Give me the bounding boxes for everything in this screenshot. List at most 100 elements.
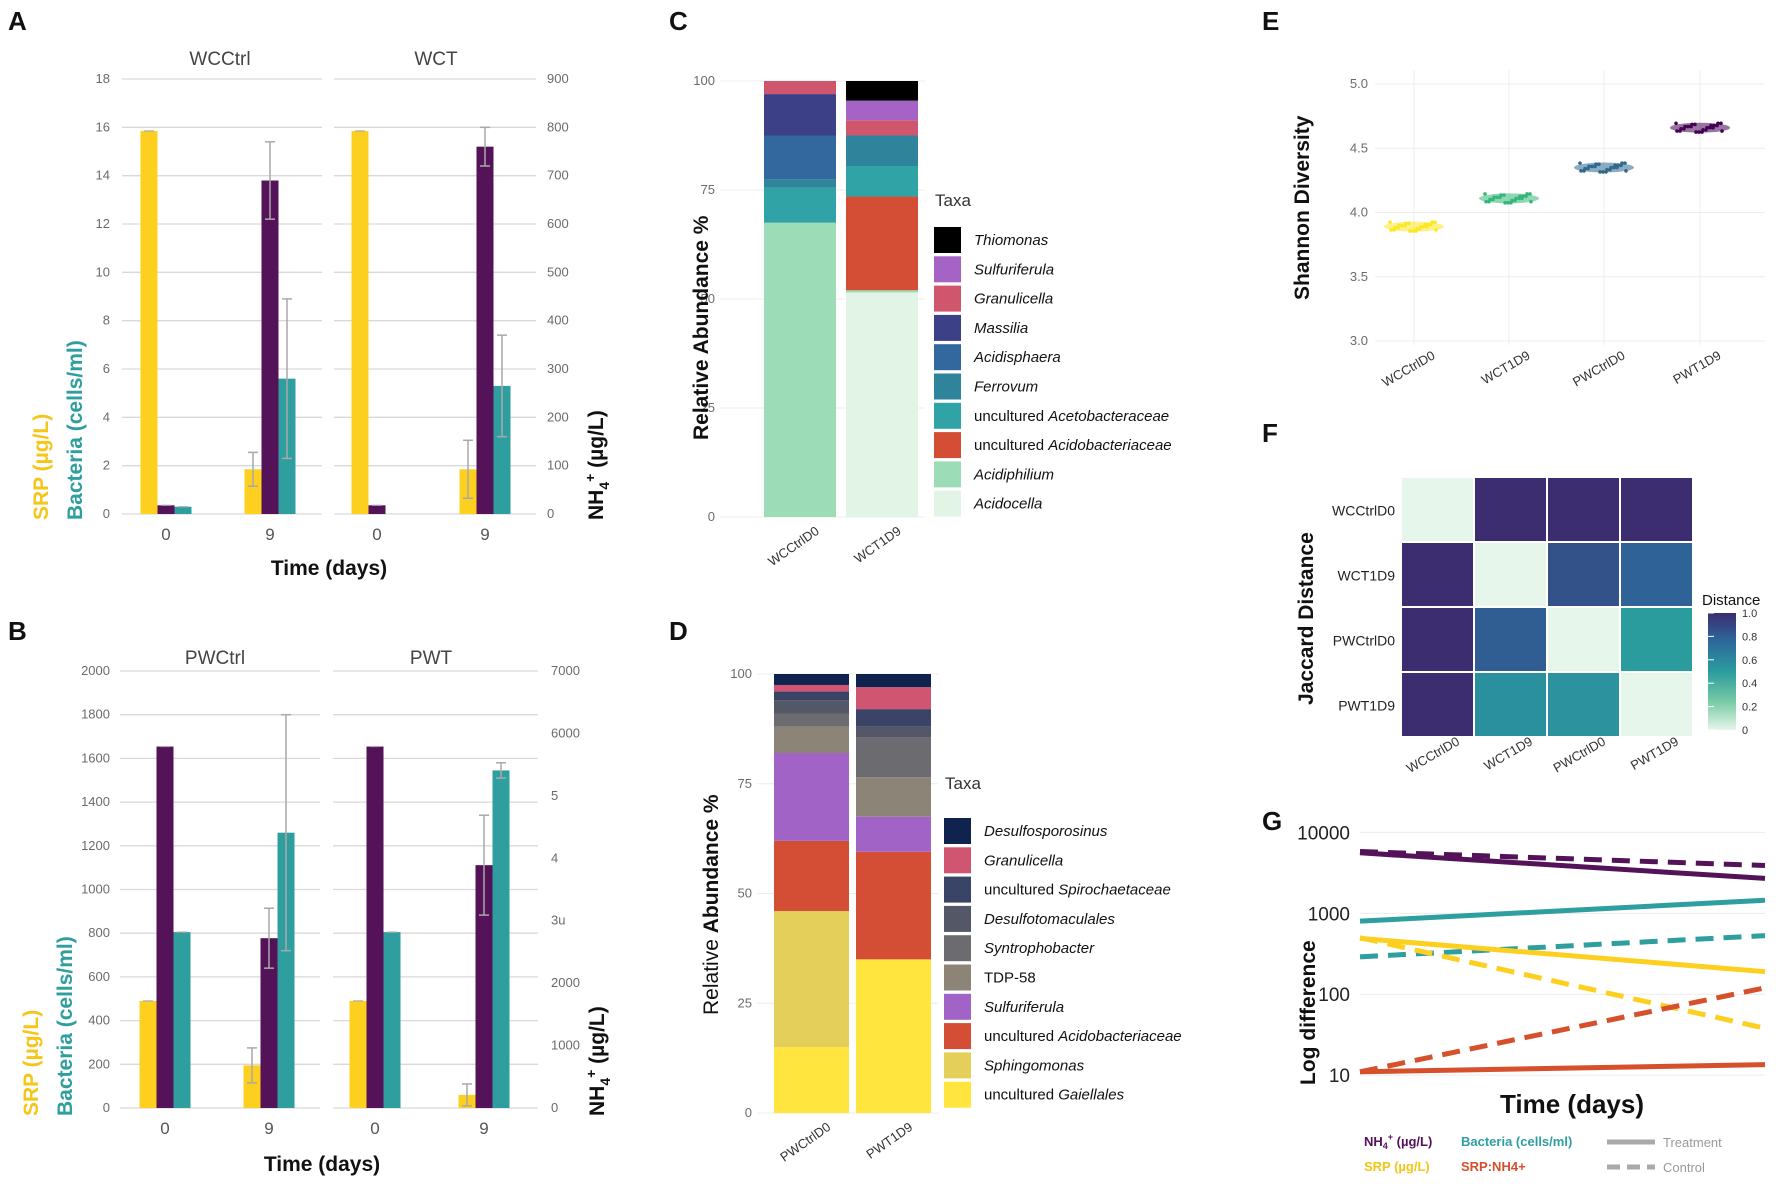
x-tick: 0 <box>160 1119 169 1138</box>
y-tick-right: 700 <box>547 168 569 183</box>
y-tick-right: 0 <box>547 506 554 521</box>
x-tick: WCCtrlD0 <box>1379 348 1437 390</box>
legend-label: Granulicella <box>974 291 1053 308</box>
y-tick-right: 200 <box>547 409 569 424</box>
colorbar-tick-label: 1.0 <box>1742 608 1757 620</box>
stack-segment-granulicella-wct1d9 <box>846 120 918 136</box>
stack-segment-acidiphilium-wct1d9 <box>846 290 918 293</box>
heatmap-cell-pwctrld0-pwctrld0 <box>1548 608 1619 671</box>
point-wcctrld0 <box>1393 225 1397 230</box>
x-tick: WCT1D9 <box>1479 348 1533 388</box>
point-pwctrld0 <box>1605 167 1609 172</box>
panel-label-d: D <box>669 616 688 646</box>
panel-f-y-title: Jaccard Distance <box>1295 532 1318 705</box>
bar-srp-pwctrl-day9 <box>243 1065 261 1108</box>
legend-label: Massilia <box>974 320 1028 337</box>
point-wcctrld0 <box>1408 229 1412 233</box>
point-wct1d9 <box>1529 199 1533 204</box>
legend-swatch <box>934 402 961 429</box>
y-tick-left: 1000 <box>81 882 110 897</box>
legend-bacteria: Bacteria (cells/ml) <box>1461 1134 1572 1149</box>
y-tick-left: 200 <box>88 1056 110 1071</box>
heatmap-cell-pwt1d9-wct1d9 <box>1475 673 1546 736</box>
y-tick-left: 10 <box>96 264 110 279</box>
legend-swatch <box>944 1023 971 1050</box>
y-tick: 100 <box>730 666 752 681</box>
colorbar-tick-label: 0 <box>1742 725 1748 737</box>
legend-swatch <box>934 490 961 517</box>
y-tick-left: 12 <box>96 216 110 231</box>
bar-nh4-wct-day9 <box>476 146 494 514</box>
facet-title-wcctrl: WCCtrl <box>189 49 250 70</box>
heatmap-cell-pwctrld0-wcctrld0 <box>1402 608 1473 671</box>
point-pwctrld0 <box>1590 164 1594 169</box>
bar-nh4-pwt-day9 <box>475 865 493 1108</box>
legend-nh4: NH4+ (µg/L) <box>1364 1132 1432 1151</box>
colorbar-tick-label: 0.8 <box>1742 631 1757 643</box>
stack-segment-tdp-58-pwctrld0 <box>774 726 849 754</box>
point-pwctrld0 <box>1601 170 1605 174</box>
x-tick: 9 <box>479 1119 488 1138</box>
heatmap-cell-pwctrld0-wct1d9 <box>1475 608 1546 671</box>
panel-label-b: B <box>8 616 27 646</box>
y-tick-left: 16 <box>96 119 110 134</box>
panel-c-legend-title: Taxa <box>935 191 971 210</box>
legend-treatment: Treatment <box>1663 1135 1722 1150</box>
x-tick: WCT1D9 <box>1481 734 1535 774</box>
point-wcctrld0 <box>1419 224 1423 229</box>
point-pwt1d9 <box>1705 125 1709 130</box>
legend-swatch <box>944 964 971 991</box>
y-tick-right: 3u <box>551 913 565 928</box>
point-pwt1d9 <box>1697 130 1701 134</box>
panel-b-bars <box>139 713 510 1108</box>
stack-segment-uncultured-spirochaetaceae-pwctrld0 <box>774 691 849 701</box>
y-tick-right: 300 <box>547 361 569 376</box>
point-wcctrld0 <box>1389 228 1393 232</box>
panel-e-y-title: Shannon Diversity <box>1291 115 1314 300</box>
panel-f: WCCtrlD0 WCT1D9 PWCtrlD0 PWT1D9 WCCtrlD0 WCT1… <box>1295 478 1760 776</box>
point-wct1d9 <box>1488 197 1492 202</box>
point-wct1d9 <box>1506 200 1510 205</box>
y-tick-left: 0 <box>103 506 110 521</box>
stack-segment-desulfotomaculales-pwt1d9 <box>856 726 931 738</box>
y-tick-right: 500 <box>547 264 569 279</box>
x-tick: 9 <box>264 1119 273 1138</box>
panel-b-left-ticks: 0 200 400 600 800 1000 1200 1400 1600 1800 2000 <box>81 663 110 1115</box>
panel-c-y-title: Relative Abundance % <box>690 215 713 440</box>
y-tick-left: 0 <box>103 1100 110 1115</box>
y-tick-left: 1600 <box>81 750 110 765</box>
panel-e: 3.0 3.5 4.0 4.5 5.0 WCCtrlD0 WCT1D9 PWCtrlD0 PWT… <box>1291 70 1765 390</box>
y-tick: 10000 <box>1297 823 1350 844</box>
y-tick-left: 14 <box>96 168 110 183</box>
bar-bacteria-wcctrl-day0 <box>174 506 192 514</box>
point-wcctrld0 <box>1397 223 1401 228</box>
stack-segment-uncultured-acidobacteriaceae-pwctrld0 <box>774 840 849 912</box>
legend-label: TDP-58 <box>984 970 1036 987</box>
point-wcctrld0 <box>1411 229 1415 233</box>
panel-a-y-title-left: SRP (µg/L) <box>30 414 53 520</box>
legend-label: Ferrovum <box>974 379 1038 396</box>
y-tick-left: 1400 <box>81 794 110 809</box>
x-tick: 9 <box>265 525 274 544</box>
y-tick-left: 2 <box>103 458 110 473</box>
point-wcctrld0 <box>1400 223 1404 228</box>
point-wct1d9 <box>1525 192 1529 196</box>
legend-swatch <box>944 1052 971 1079</box>
point-pwctrld0 <box>1583 166 1587 171</box>
panel-a-left-ticks: 0 2 4 6 8 10 12 14 16 18 <box>96 71 110 521</box>
point-pwctrld0 <box>1587 164 1591 169</box>
y-tick: 5.0 <box>1350 76 1368 91</box>
point-wct1d9 <box>1514 196 1518 201</box>
panel-e-points <box>1384 121 1730 233</box>
heatmap-cell-pwt1d9-pwt1d9 <box>1621 673 1692 736</box>
x-tick: PWCtrlD0 <box>1550 734 1608 776</box>
x-tick: 9 <box>480 525 489 544</box>
legend-swatch <box>934 432 961 459</box>
y-tick-right: 900 <box>547 71 569 86</box>
line-nh4-control <box>1359 849 1766 868</box>
stack-segment-ferrovum-wcctrld0 <box>764 179 836 188</box>
panel-d-y-title: Relative Abundance % <box>700 794 723 1015</box>
panel-c-legend: Thiomonas Sulfuriferula Granulicella Massil… <box>934 227 1172 517</box>
point-wct1d9 <box>1484 199 1488 204</box>
legend-swatch <box>944 1081 971 1108</box>
